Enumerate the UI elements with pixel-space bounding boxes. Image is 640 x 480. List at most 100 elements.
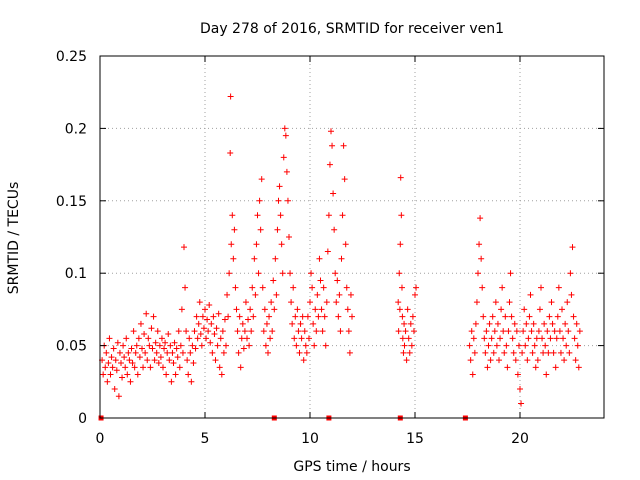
data-point bbox=[566, 349, 573, 356]
data-point bbox=[210, 313, 217, 320]
data-point bbox=[398, 212, 405, 219]
data-point bbox=[296, 349, 303, 356]
data-point bbox=[509, 335, 516, 342]
data-point bbox=[169, 349, 176, 356]
data-point bbox=[149, 345, 156, 352]
data-point bbox=[130, 328, 137, 335]
data-point bbox=[479, 284, 486, 291]
data-point bbox=[570, 313, 577, 320]
data-point bbox=[533, 335, 540, 342]
data-point bbox=[113, 367, 120, 374]
data-point bbox=[153, 349, 160, 356]
data-point bbox=[549, 320, 556, 327]
data-point bbox=[162, 339, 169, 346]
data-point bbox=[513, 328, 520, 335]
data-point bbox=[115, 393, 122, 400]
data-point bbox=[529, 349, 536, 356]
data-point bbox=[552, 364, 559, 371]
data-point bbox=[158, 335, 165, 342]
data-point bbox=[336, 291, 343, 298]
data-point bbox=[253, 241, 260, 248]
data-point bbox=[323, 299, 330, 306]
data-point bbox=[129, 359, 136, 366]
data-point bbox=[123, 335, 130, 342]
data-point bbox=[232, 284, 239, 291]
data-point bbox=[302, 342, 309, 349]
data-point bbox=[202, 306, 208, 313]
data-point bbox=[132, 349, 139, 356]
data-point bbox=[155, 359, 162, 366]
data-point bbox=[397, 241, 404, 248]
data-point bbox=[236, 313, 243, 320]
data-point bbox=[254, 212, 261, 219]
data-point bbox=[119, 374, 126, 381]
data-point bbox=[265, 349, 271, 356]
data-point bbox=[562, 320, 569, 327]
data-point bbox=[576, 328, 583, 335]
data-point bbox=[472, 320, 479, 327]
data-point bbox=[531, 342, 538, 349]
data-point bbox=[207, 339, 214, 346]
data-point bbox=[508, 313, 515, 320]
data-point bbox=[186, 335, 193, 342]
data-point bbox=[410, 328, 417, 335]
data-point bbox=[553, 335, 560, 342]
data-point bbox=[127, 378, 134, 385]
data-point bbox=[504, 364, 511, 371]
data-point bbox=[328, 128, 334, 135]
data-point bbox=[395, 299, 402, 306]
data-point bbox=[545, 349, 552, 356]
data-point bbox=[538, 284, 544, 291]
data-point bbox=[209, 349, 216, 356]
data-point bbox=[137, 320, 144, 327]
data-point bbox=[534, 357, 541, 364]
data-point bbox=[151, 357, 158, 364]
data-point bbox=[111, 386, 118, 393]
data-point bbox=[304, 313, 311, 320]
data-point bbox=[314, 291, 321, 298]
data-point bbox=[203, 335, 210, 342]
data-point bbox=[143, 310, 150, 317]
data-point bbox=[124, 371, 131, 378]
data-point bbox=[106, 335, 113, 342]
data-point bbox=[199, 313, 206, 320]
data-point bbox=[223, 342, 229, 349]
data-point bbox=[272, 255, 279, 262]
data-point bbox=[396, 306, 403, 313]
data-point bbox=[399, 335, 406, 342]
data-point bbox=[234, 328, 241, 335]
data-point bbox=[522, 342, 529, 349]
data-point bbox=[341, 176, 348, 183]
data-point bbox=[226, 270, 233, 277]
data-point bbox=[104, 378, 111, 385]
data-point bbox=[246, 342, 253, 349]
data-point bbox=[262, 342, 269, 349]
data-point bbox=[248, 328, 255, 335]
data-point bbox=[557, 349, 564, 356]
data-point bbox=[161, 345, 168, 352]
x-axis-label: GPS time / hours bbox=[293, 459, 410, 475]
data-point bbox=[181, 244, 187, 251]
data-point bbox=[482, 349, 489, 356]
data-point bbox=[103, 349, 110, 356]
data-point bbox=[559, 306, 565, 313]
data-point bbox=[287, 270, 294, 277]
data-point bbox=[567, 270, 574, 277]
data-point bbox=[126, 357, 133, 364]
data-point bbox=[258, 176, 265, 183]
data-point bbox=[214, 342, 221, 349]
data-point bbox=[501, 349, 508, 356]
data-point bbox=[542, 342, 549, 349]
data-point bbox=[194, 335, 201, 342]
data-point bbox=[315, 313, 322, 320]
data-point bbox=[535, 328, 542, 335]
data-point bbox=[164, 349, 171, 356]
data-point bbox=[554, 313, 561, 320]
data-point bbox=[156, 342, 163, 349]
data-point bbox=[344, 306, 351, 313]
data-point bbox=[487, 357, 494, 364]
plot-frame bbox=[99, 55, 605, 419]
data-point bbox=[321, 313, 328, 320]
data-point bbox=[175, 328, 182, 335]
